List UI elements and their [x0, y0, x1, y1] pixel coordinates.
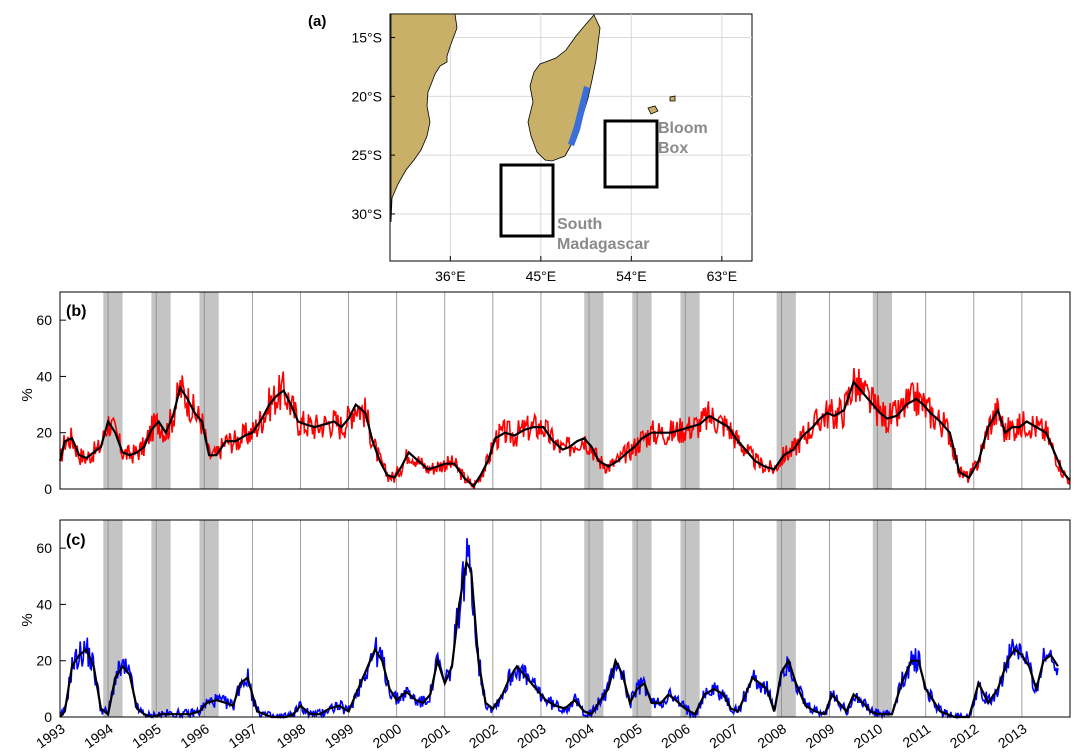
map-lat-tick-label: 15°S — [351, 30, 382, 46]
map-lon-tick-label: 54°E — [616, 268, 647, 284]
year-tick-label: 2012 — [947, 720, 982, 751]
map-lat-tick-label: 25°S — [351, 147, 382, 163]
map-tick-labels: 36°E 45°E 54°E 63°E 15°S 20°S 25°S 30°S — [351, 30, 737, 284]
year-tick-label: 2003 — [514, 720, 549, 751]
shaded-period — [680, 292, 700, 489]
y-tick-label: 40 — [36, 596, 52, 612]
year-tick-label: 2011 — [900, 720, 934, 750]
south-madagascar-box — [499, 163, 555, 238]
y-tick-label: 60 — [36, 540, 52, 556]
year-tick-label: 1993 — [33, 720, 68, 751]
panel-c-label: (c) — [66, 532, 86, 549]
y-tick-label: 40 — [36, 368, 52, 384]
year-tick-label: 2008 — [754, 720, 789, 751]
year-tick-label: 2001 — [418, 720, 453, 751]
map-panel: (a) South Madagascar Bloom Box 36°E 45°E 5… — [308, 13, 753, 284]
map-lat-tick-label: 30°S — [351, 206, 382, 222]
africa-coast-shape — [390, 13, 458, 223]
panel-b-y-ticks: 0 20 40 60 — [36, 312, 66, 497]
shaded-period — [151, 520, 171, 717]
satellite-track — [568, 86, 590, 146]
panel-c-ylabel: % — [19, 613, 36, 626]
panel-b-frame — [59, 291, 1071, 490]
year-tick-label: 2004 — [562, 720, 597, 751]
year-tick-label: 2010 — [851, 720, 886, 751]
map-lon-tick-label: 36°E — [435, 268, 466, 284]
year-tick-label: 2009 — [803, 720, 838, 751]
y-tick-label: 0 — [44, 709, 52, 725]
bloom-box-label-line1: Bloom — [658, 120, 708, 137]
panel-b-label: (b) — [66, 303, 86, 320]
y-tick-label: 20 — [36, 425, 52, 441]
year-tick-label: 1994 — [81, 720, 116, 751]
panel-b-raw-series — [59, 368, 1071, 490]
panel-b-smoothed-series — [58, 379, 1071, 488]
shaded-period — [584, 520, 604, 717]
panel-c-y-ticks: 0 20 40 60 — [36, 540, 66, 725]
year-tick-label: 2007 — [706, 720, 741, 751]
panel-c-year-gridlines — [107, 520, 1023, 717]
year-tick-label: 2005 — [610, 720, 645, 751]
panel-c-frame — [59, 519, 1071, 718]
south-madagascar-label-line1: South — [557, 216, 602, 233]
map-lon-tick-label: 45°E — [526, 268, 557, 284]
shaded-period — [872, 520, 893, 717]
map-land — [390, 13, 676, 223]
year-tick-label: 1999 — [322, 720, 357, 751]
shaded-period — [199, 520, 219, 717]
year-tick-label: 2002 — [466, 720, 501, 751]
year-tick-label: 1995 — [129, 720, 164, 751]
panel-a-label: (a) — [308, 13, 326, 30]
shaded-period — [151, 292, 171, 489]
y-tick-label: 60 — [36, 312, 52, 328]
panel-c-shaded-periods — [103, 520, 893, 717]
panel-b-ylabel: % — [19, 388, 36, 401]
year-tick-label: 1998 — [274, 720, 309, 751]
south-madagascar-label-line2: Madagascar — [557, 236, 650, 253]
map-boxes: South Madagascar Bloom Box — [499, 119, 708, 253]
panel-b: 0 20 40 60 (b) % — [19, 291, 1071, 497]
shaded-period — [776, 292, 796, 489]
y-tick-label: 20 — [36, 653, 52, 669]
shaded-period — [103, 292, 123, 489]
year-tick-label: 1996 — [177, 720, 212, 751]
shaded-period — [199, 292, 219, 489]
year-tick-label: 2013 — [995, 720, 1030, 751]
shaded-period — [872, 292, 893, 489]
panel-b-shaded-periods — [103, 292, 893, 489]
shaded-period — [680, 520, 700, 717]
island-shape — [647, 105, 659, 115]
year-tick-label: 2000 — [370, 720, 405, 751]
panel-c-year-labels: 1993 1994 1995 1996 1997 1998 1999 2000 2001 2002… — [33, 720, 1030, 751]
shaded-period — [632, 292, 652, 489]
year-tick-label: 1997 — [225, 720, 260, 751]
y-tick-label: 0 — [44, 481, 52, 497]
island-shape — [669, 95, 676, 102]
shaded-period — [632, 520, 652, 717]
map-lat-tick-label: 20°S — [351, 88, 382, 104]
madagascar-shape — [527, 14, 601, 162]
bloom-box-label-line2: Box — [658, 140, 688, 157]
panel-c-smoothed-series — [59, 558, 1059, 719]
map-lon-tick-label: 63°E — [707, 268, 738, 284]
year-tick-label: 2006 — [658, 720, 693, 751]
bloom-box — [603, 119, 659, 189]
panel-b-year-gridlines — [107, 292, 1023, 489]
